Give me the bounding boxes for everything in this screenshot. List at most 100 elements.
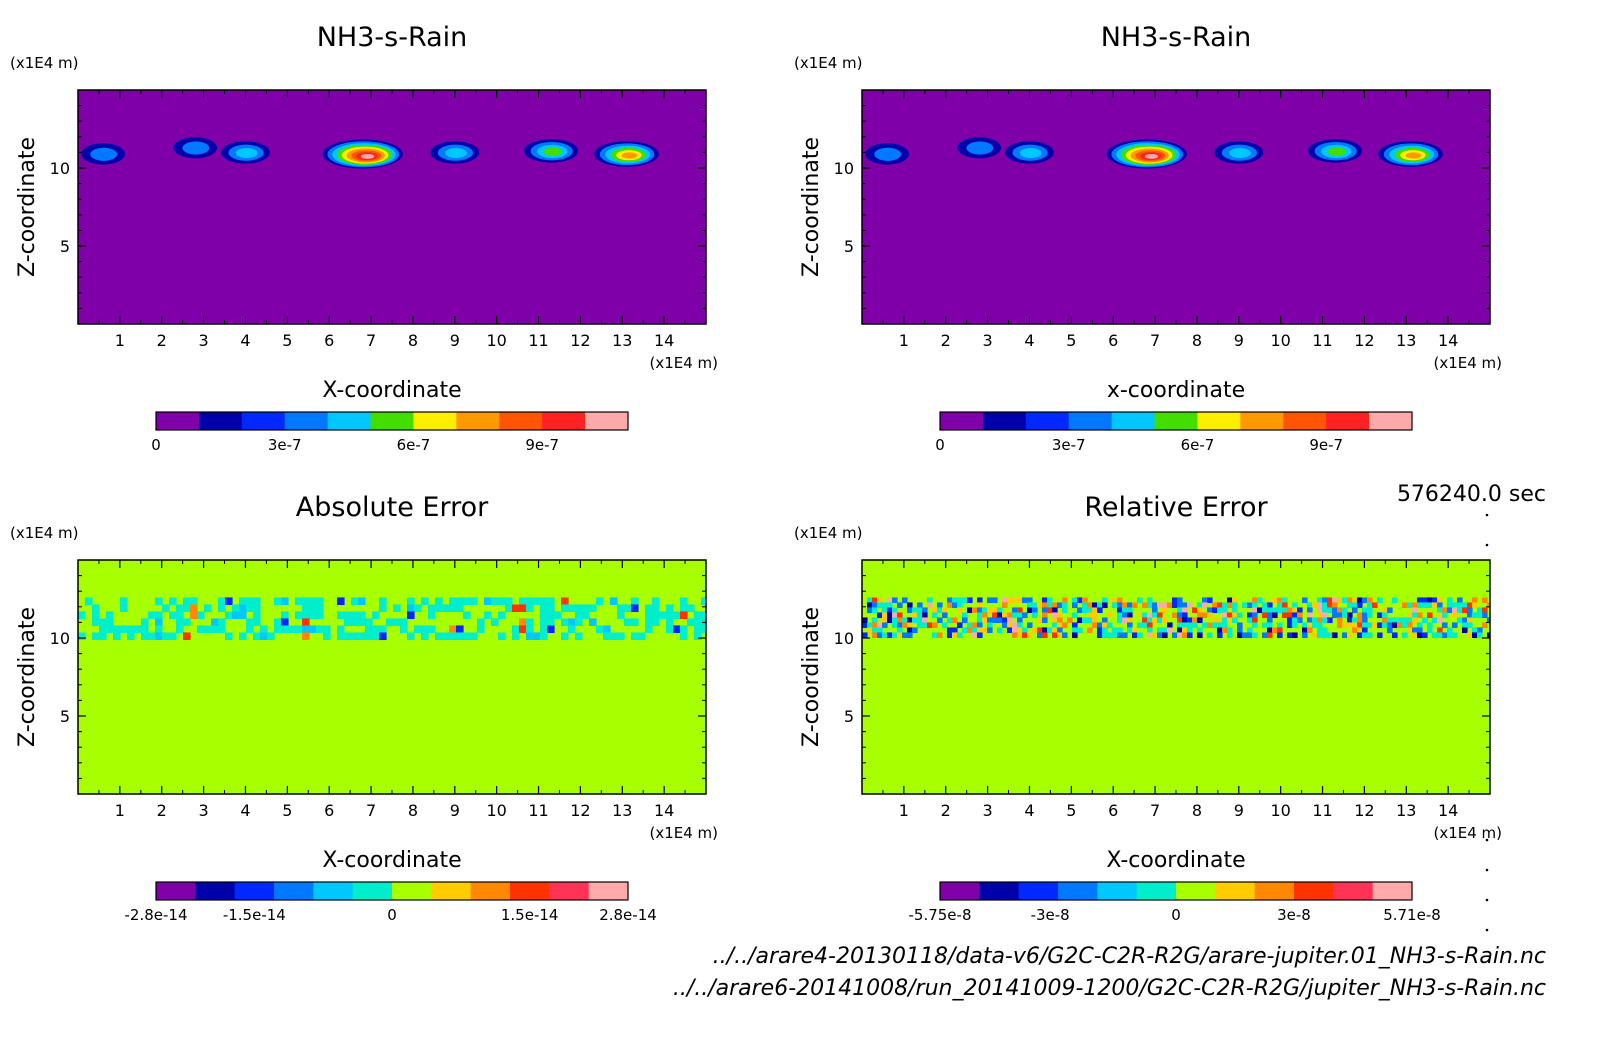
error-cell [1257,597,1263,604]
rain-cell-5 [430,141,480,164]
y-tick-label: 10 [834,159,854,178]
error-cell [1177,607,1183,614]
error-cell [1027,597,1033,604]
x-tick-label: 5 [1066,801,1076,820]
error-cell [977,612,983,619]
error-cell [358,618,366,627]
error-cell [1367,622,1373,629]
error-cell [1207,612,1213,619]
error-cell [977,632,983,639]
error-cell [872,622,878,629]
x-tick-label: 6 [324,331,334,350]
colorbar-tick-label: 1.5e-14 [501,906,559,924]
error-cell [687,618,695,627]
error-cell [1197,632,1203,639]
error-cell [1407,622,1413,629]
error-cell [1097,622,1103,629]
error-cell [1167,622,1173,629]
error-cell [1427,627,1433,634]
error-cell [1267,622,1273,629]
chart-panel-2: NH3-s-Rain(x1E4 m)(x1E4 m)1 2 3 4 5 6 7 8 9 10 11 1… [794,22,1502,454]
error-cell [1442,622,1448,629]
error-cell [977,627,983,634]
error-cell [288,625,296,634]
error-cell [1007,612,1013,619]
error-cell [1012,632,1018,639]
error-cell [197,611,205,620]
error-cell [610,632,618,641]
error-cell [407,597,415,606]
error-cell [463,632,471,641]
error-cell [1217,602,1223,609]
error-cell [687,604,695,613]
error-cell [1047,602,1053,609]
error-cell [1262,612,1268,619]
error-cell [922,622,928,629]
error-cell [1437,627,1443,634]
error-cell [927,622,933,629]
colorbar-segment [1176,882,1216,900]
error-cell [1462,602,1468,609]
error-cell [540,611,548,620]
error-cell [1022,612,1028,619]
error-cell [127,632,135,641]
error-cell [148,611,156,620]
x-tick-label: 1 [899,801,909,820]
error-cell [1117,617,1123,624]
error-cell [1162,632,1168,639]
error-cell [1062,622,1068,629]
error-cell [1217,607,1223,614]
contour-level [621,152,638,159]
x-tick-label: 5 [1066,331,1076,350]
x-tick-label: 6 [1108,801,1118,820]
error-cell [232,611,240,620]
error-cell [1022,597,1028,604]
error-cell [1287,617,1293,624]
error-cell [1007,622,1013,629]
error-cell [1232,602,1238,609]
error-cell [1132,602,1138,609]
error-cell [1482,612,1488,619]
error-cell [1327,617,1333,624]
error-cell [1152,617,1158,624]
error-cell [1187,602,1193,609]
error-cell [1177,617,1183,624]
error-cell [1362,612,1368,619]
error-cell [1137,622,1143,629]
error-cell [1187,632,1193,639]
error-cell [1272,627,1278,634]
error-cell [1152,632,1158,639]
error-cell [1007,597,1013,604]
error-cell [1387,617,1393,624]
error-cell [701,597,706,606]
error-cell [477,625,485,634]
error-cell [190,597,198,606]
error-cell [428,625,436,634]
error-cell [957,632,963,639]
error-cell [1342,612,1348,619]
error-cell [1147,597,1153,604]
error-cell [882,617,888,624]
error-cell [1232,607,1238,614]
error-cell [1327,602,1333,609]
rain-cell-5 [1214,141,1264,164]
error-cell [1052,622,1058,629]
error-cell [260,632,268,641]
error-cell [1277,632,1283,639]
error-cell [141,618,149,627]
error-cell [1217,617,1223,624]
error-cell [937,617,943,624]
error-cell [393,618,401,627]
error-cell [1477,632,1483,639]
error-cell [1002,612,1008,619]
error-cell [1247,632,1253,639]
error-cell [1467,617,1473,624]
error-cell [379,604,387,613]
error-cell [1087,602,1093,609]
footer-file-path-1: ../../arare4-20130118/data-v6/G2C-C2R-R2… [712,944,1546,969]
error-cell [351,618,359,627]
error-cell [92,632,100,641]
error-cell [1187,617,1193,624]
error-cell [449,632,457,641]
error-cell [211,625,219,634]
